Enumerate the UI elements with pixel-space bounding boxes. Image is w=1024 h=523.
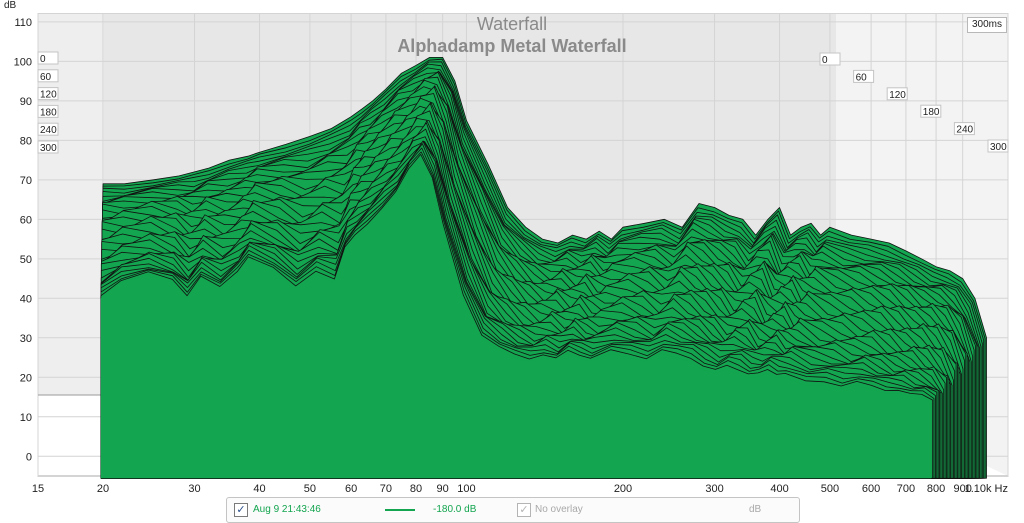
x-tick-label: 20 <box>97 483 109 495</box>
time-tick-box-right <box>953 122 975 136</box>
time-tick-box-right <box>819 52 841 66</box>
x-tick-label: 40 <box>253 483 265 495</box>
x-tick-label: 30 <box>188 483 200 495</box>
y-tick-label: 50 <box>20 254 32 266</box>
x-tick-label: 800 <box>927 483 945 495</box>
overlay-checkbox[interactable]: ✓ <box>517 503 531 517</box>
y-tick-label: 30 <box>20 333 32 345</box>
time-tick-label-left: 240 <box>40 125 57 136</box>
time-tick-box-right <box>886 87 908 101</box>
chart-title: Waterfall <box>476 14 548 34</box>
time-tick-label-right: 60 <box>856 72 868 83</box>
time-tick-label-right: 0 <box>822 55 828 66</box>
y-tick-label: 90 <box>20 96 32 108</box>
time-axis-label: 300ms <box>967 17 1007 33</box>
level-label: -180.0 dB <box>433 504 477 515</box>
time-tick-box-left <box>37 87 59 101</box>
waterfall-front-slice <box>100 156 932 479</box>
x-tick-label: 500 <box>821 483 839 495</box>
legend-unit-label: dB <box>749 504 762 515</box>
time-tick-label-right: 120 <box>889 90 906 101</box>
time-tick-label-right: 300 <box>990 142 1007 153</box>
x-tick-label: 15 <box>32 483 44 495</box>
y-tick-label: 110 <box>14 17 32 29</box>
time-tick-box-right <box>920 104 942 118</box>
time-tick-box-right <box>853 69 875 83</box>
time-tick-label-left: 300 <box>40 143 57 154</box>
time-tick-box-right <box>987 139 1009 153</box>
time-tick-box-left <box>37 140 59 154</box>
chart-subtitle: Alphadamp Metal Waterfall <box>397 36 627 56</box>
x-tick-label: 900 <box>954 483 972 495</box>
x-tick-label: 60 <box>345 483 357 495</box>
time-tick-label-left: 120 <box>40 90 57 101</box>
x-tick-label: 300 <box>705 483 723 495</box>
x-tick-label: 80 <box>410 483 422 495</box>
y-tick-label: 20 <box>20 372 32 384</box>
x-tick-label: 400 <box>770 483 788 495</box>
time-tick-label-left: 180 <box>40 107 57 118</box>
time-tick-label-right: 180 <box>923 107 940 118</box>
time-tick-box-left <box>37 122 59 136</box>
y-tick-label: 80 <box>20 135 32 147</box>
measurement-line-swatch <box>385 509 415 511</box>
legend-bar: ✓ Aug 9 21:43:46 -180.0 dB ✓ No overlay … <box>226 497 800 523</box>
x-tick-label: 200 <box>614 483 632 495</box>
x-tick-label: 100 <box>457 483 475 495</box>
time-tick-box-left <box>37 51 59 65</box>
time-tick-label-right: 240 <box>956 125 973 136</box>
overlay-label[interactable]: No overlay <box>535 504 583 515</box>
y-axis-unit: dB <box>4 0 17 11</box>
x-tick-label: 90 <box>437 483 449 495</box>
y-tick-label: 70 <box>20 175 32 187</box>
y-tick-label: 100 <box>14 56 32 68</box>
x-tick-label: 1.10k Hz <box>965 483 1008 495</box>
time-tick-label-left: 60 <box>40 72 52 83</box>
y-tick-label: 60 <box>20 214 32 226</box>
time-tick-box-left <box>37 69 59 83</box>
y-tick-label: 10 <box>20 412 32 424</box>
x-tick-label: 600 <box>862 483 880 495</box>
time-tick-box-left <box>37 104 59 118</box>
x-tick-label: 50 <box>304 483 316 495</box>
x-tick-label: 70 <box>380 483 392 495</box>
time-tick-label-left: 0 <box>40 54 46 65</box>
x-tick-label: 700 <box>897 483 915 495</box>
measurement-label[interactable]: Aug 9 21:43:46 <box>253 504 321 515</box>
measurement-checkbox[interactable]: ✓ <box>234 503 248 517</box>
y-tick-label: 40 <box>20 293 32 305</box>
y-tick-label: 0 <box>26 451 32 463</box>
